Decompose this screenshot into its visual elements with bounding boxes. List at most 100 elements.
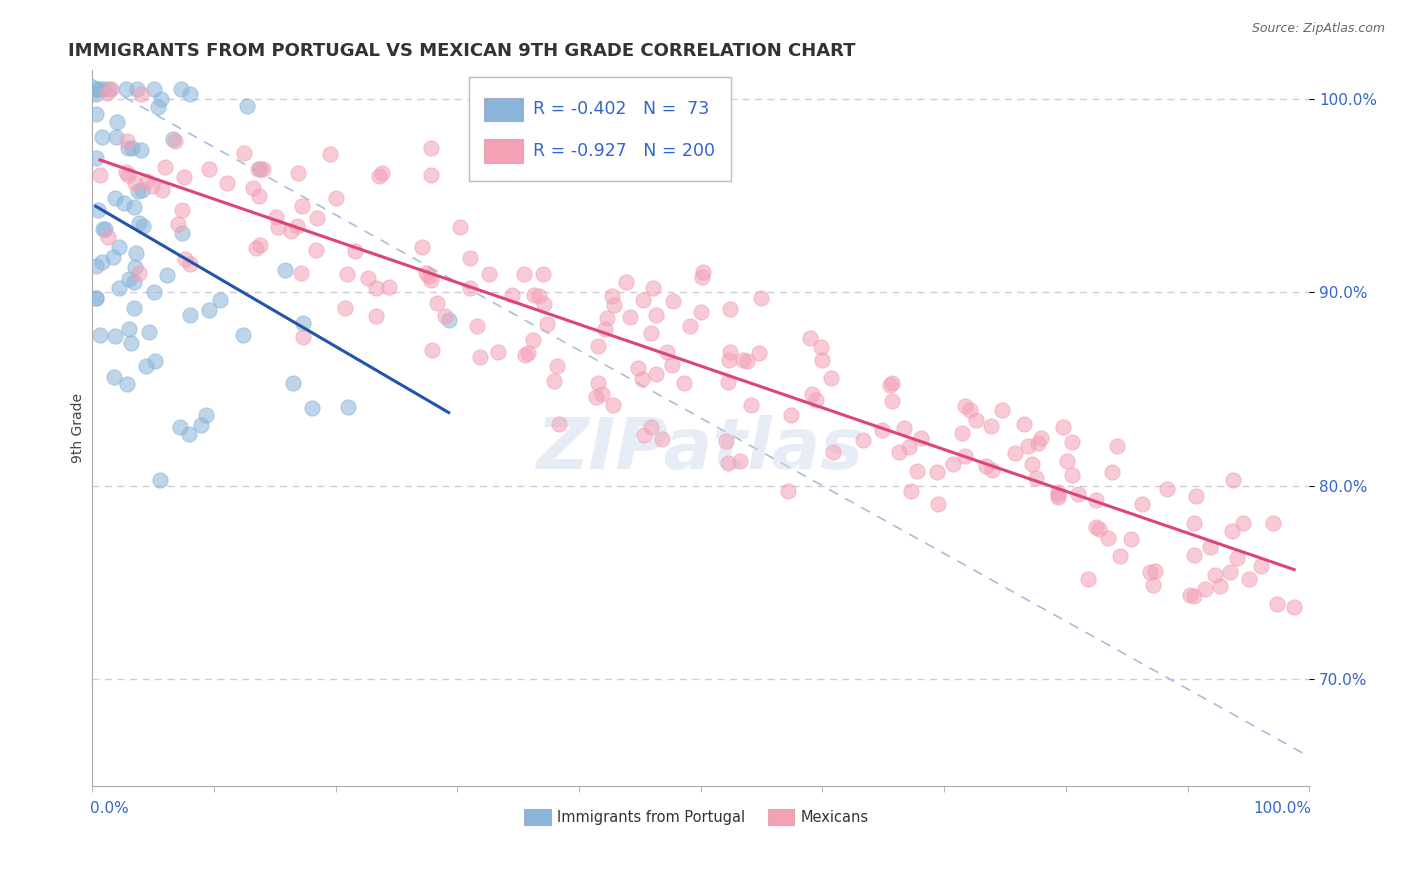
- Point: [486, 344, 509, 359]
- Point: [198, 303, 221, 318]
- Point: [128, 266, 150, 280]
- Point: [103, 370, 125, 384]
- Point: [630, 372, 652, 386]
- Point: [900, 484, 922, 499]
- Point: [517, 345, 540, 359]
- Point: [1184, 489, 1206, 503]
- Point: [418, 268, 440, 283]
- Point: [236, 99, 259, 113]
- Point: [1250, 558, 1272, 573]
- Point: [215, 176, 238, 190]
- Point: [420, 273, 443, 287]
- Point: [527, 289, 550, 303]
- Point: [121, 140, 143, 154]
- Point: [643, 281, 665, 295]
- Point: [108, 240, 131, 254]
- Point: [291, 316, 314, 330]
- Point: [640, 326, 662, 340]
- Point: [1180, 588, 1202, 602]
- Point: [870, 423, 893, 437]
- Point: [1014, 417, 1036, 431]
- Point: [232, 146, 254, 161]
- Point: [735, 353, 758, 368]
- Point: [166, 218, 188, 232]
- Point: [1025, 470, 1047, 484]
- Point: [1156, 482, 1178, 496]
- Text: 0.0%: 0.0%: [90, 801, 128, 816]
- Point: [290, 266, 312, 280]
- Point: [325, 191, 347, 205]
- Point: [198, 161, 221, 176]
- Point: [585, 390, 607, 404]
- Point: [141, 178, 163, 193]
- Point: [87, 203, 110, 218]
- Point: [1077, 573, 1099, 587]
- Point: [880, 376, 903, 391]
- Point: [135, 359, 157, 373]
- Point: [143, 82, 166, 96]
- Point: [287, 166, 309, 180]
- Point: [97, 82, 120, 96]
- Point: [1220, 524, 1243, 538]
- Point: [1026, 436, 1049, 450]
- Point: [194, 408, 217, 422]
- Point: [1182, 589, 1205, 603]
- Point: [274, 263, 297, 277]
- Point: [170, 202, 193, 217]
- Point: [162, 132, 184, 146]
- Point: [84, 106, 107, 120]
- Point: [281, 376, 304, 390]
- Point: [1109, 549, 1132, 564]
- Point: [249, 238, 271, 252]
- Point: [93, 82, 115, 96]
- Point: [661, 358, 683, 372]
- Point: [190, 418, 212, 433]
- Point: [84, 82, 107, 96]
- Point: [981, 462, 1004, 476]
- Point: [718, 344, 741, 359]
- Point: [1060, 435, 1083, 450]
- Point: [1101, 465, 1123, 479]
- Point: [117, 141, 139, 155]
- Point: [460, 251, 482, 265]
- Point: [367, 169, 389, 184]
- Point: [1047, 490, 1070, 504]
- Point: [740, 398, 762, 412]
- Point: [645, 308, 668, 322]
- Point: [1199, 541, 1222, 555]
- Point: [280, 224, 302, 238]
- Point: [1143, 564, 1166, 578]
- Point: [1182, 516, 1205, 531]
- Bar: [484, 139, 523, 162]
- Point: [465, 318, 488, 333]
- Point: [852, 434, 875, 448]
- Point: [991, 402, 1014, 417]
- Text: ZIPatlas: ZIPatlas: [537, 415, 865, 483]
- Point: [149, 92, 172, 106]
- Point: [179, 87, 201, 102]
- Point: [689, 305, 711, 319]
- Point: [1263, 516, 1285, 531]
- Point: [593, 321, 616, 335]
- Point: [602, 398, 624, 412]
- Point: [616, 275, 638, 289]
- Point: [728, 454, 751, 468]
- Point: [717, 456, 740, 470]
- Point: [84, 82, 107, 96]
- Point: [136, 174, 159, 188]
- Point: [143, 354, 166, 368]
- Point: [291, 199, 314, 213]
- Point: [976, 459, 998, 474]
- Point: [127, 185, 149, 199]
- Point: [470, 350, 492, 364]
- Point: [678, 318, 700, 333]
- Point: [501, 288, 523, 302]
- Point: [548, 417, 571, 432]
- FancyBboxPatch shape: [470, 77, 731, 181]
- Point: [209, 293, 232, 307]
- Point: [882, 394, 904, 409]
- Point: [117, 322, 139, 336]
- Point: [893, 421, 915, 435]
- Point: [146, 100, 169, 114]
- Point: [115, 82, 138, 96]
